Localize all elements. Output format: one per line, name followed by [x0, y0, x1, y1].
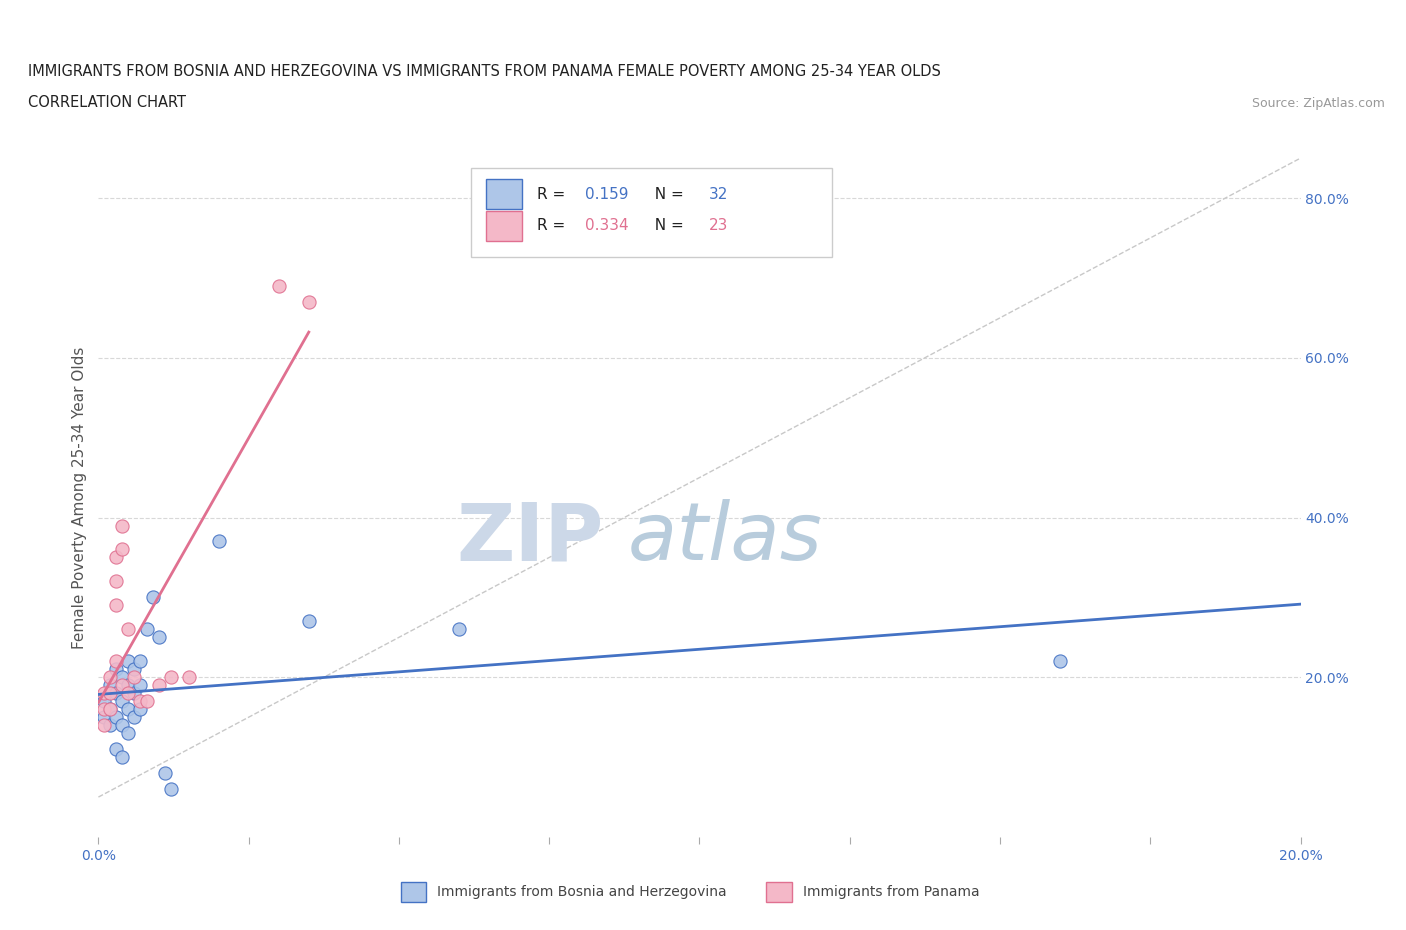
- Point: [159, 781, 181, 796]
- Point: [93, 685, 115, 700]
- Point: [447, 622, 470, 637]
- Point: [124, 670, 146, 684]
- Point: [129, 654, 152, 669]
- Point: [124, 710, 146, 724]
- Point: [100, 702, 122, 717]
- Point: [159, 670, 181, 684]
- Point: [105, 685, 128, 700]
- FancyBboxPatch shape: [485, 179, 522, 209]
- Point: [117, 622, 139, 637]
- Text: IMMIGRANTS FROM BOSNIA AND HERZEGOVINA VS IMMIGRANTS FROM PANAMA FEMALE POVERTY : IMMIGRANTS FROM BOSNIA AND HERZEGOVINA V…: [28, 64, 941, 79]
- Text: Immigrants from Bosnia and Herzegovina: Immigrants from Bosnia and Herzegovina: [437, 884, 727, 899]
- Point: [111, 518, 134, 533]
- Point: [208, 534, 231, 549]
- Point: [117, 654, 139, 669]
- Text: R =: R =: [537, 219, 571, 233]
- Text: Immigrants from Panama: Immigrants from Panama: [803, 884, 980, 899]
- Point: [105, 598, 128, 613]
- Text: 0.159: 0.159: [585, 187, 628, 202]
- Point: [124, 685, 146, 700]
- Point: [117, 702, 139, 717]
- Point: [100, 718, 122, 733]
- Point: [129, 694, 152, 709]
- Y-axis label: Female Poverty Among 25-34 Year Olds: Female Poverty Among 25-34 Year Olds: [72, 346, 87, 649]
- Point: [111, 718, 134, 733]
- Point: [117, 685, 139, 700]
- Text: 23: 23: [709, 219, 728, 233]
- Text: 32: 32: [709, 187, 728, 202]
- Point: [117, 725, 139, 740]
- Point: [298, 614, 321, 629]
- Point: [105, 654, 128, 669]
- Point: [111, 750, 134, 764]
- Point: [141, 590, 163, 604]
- Point: [177, 670, 200, 684]
- Point: [267, 278, 290, 293]
- Text: N =: N =: [645, 187, 689, 202]
- Text: atlas: atlas: [627, 499, 823, 578]
- Point: [93, 702, 115, 717]
- Text: 0.334: 0.334: [585, 219, 628, 233]
- Point: [117, 678, 139, 693]
- Point: [1049, 654, 1071, 669]
- Point: [93, 718, 115, 733]
- Point: [148, 630, 170, 644]
- Point: [111, 678, 134, 693]
- FancyBboxPatch shape: [401, 882, 426, 902]
- Point: [129, 678, 152, 693]
- Point: [111, 670, 134, 684]
- FancyBboxPatch shape: [485, 211, 522, 241]
- Point: [298, 295, 321, 310]
- Point: [105, 742, 128, 757]
- Text: N =: N =: [645, 219, 689, 233]
- Text: Source: ZipAtlas.com: Source: ZipAtlas.com: [1251, 97, 1385, 110]
- Text: R =: R =: [537, 187, 571, 202]
- Point: [135, 694, 157, 709]
- Point: [100, 670, 122, 684]
- Text: ZIP: ZIP: [456, 499, 603, 578]
- Point: [105, 662, 128, 677]
- Point: [100, 678, 122, 693]
- FancyBboxPatch shape: [766, 882, 792, 902]
- Point: [100, 702, 122, 717]
- Point: [105, 550, 128, 565]
- Point: [129, 702, 152, 717]
- Point: [148, 678, 170, 693]
- FancyBboxPatch shape: [471, 168, 832, 257]
- Point: [93, 710, 115, 724]
- Point: [153, 765, 176, 780]
- Point: [93, 694, 115, 709]
- Point: [124, 662, 146, 677]
- Point: [105, 710, 128, 724]
- Point: [105, 574, 128, 589]
- Point: [100, 685, 122, 700]
- Point: [135, 622, 157, 637]
- Point: [111, 542, 134, 557]
- Point: [111, 694, 134, 709]
- Text: CORRELATION CHART: CORRELATION CHART: [28, 95, 186, 110]
